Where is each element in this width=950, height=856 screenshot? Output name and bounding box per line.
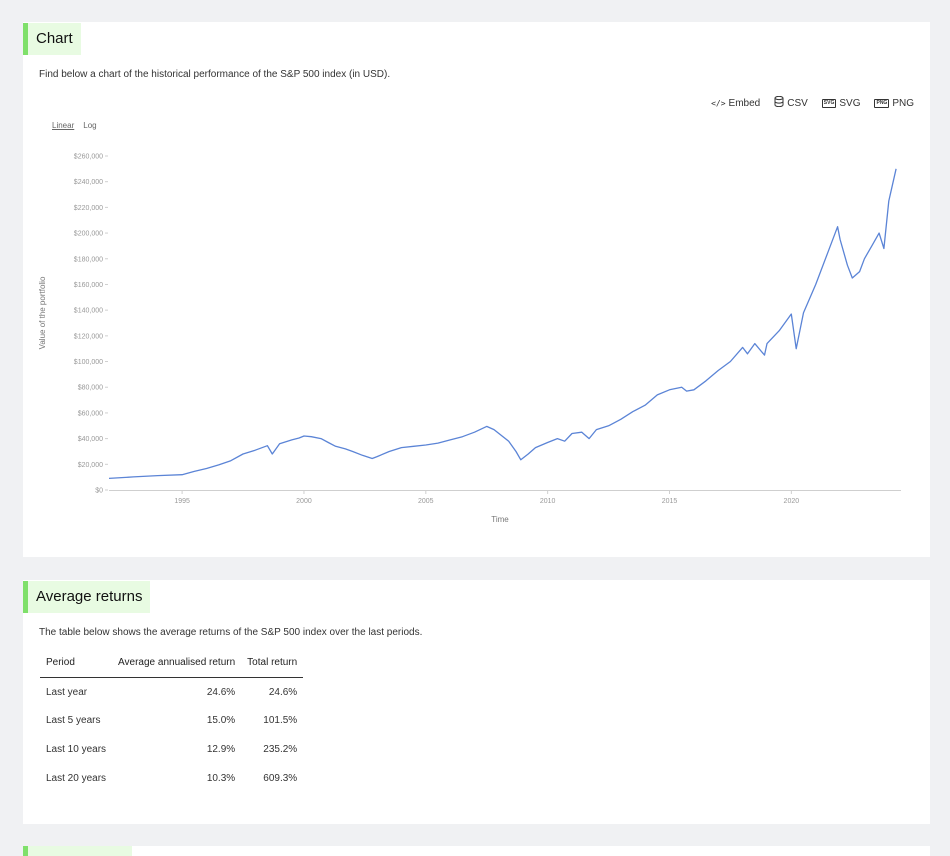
total-cell: 235.2% (263, 744, 298, 755)
y-tick-label: $60,000 (78, 410, 103, 417)
y-tick-label: $240,000 (74, 179, 103, 186)
table-row: Last 5 years 15.0% 101.5% (40, 706, 303, 735)
column-header-annualised: Average annualised return (112, 652, 242, 678)
svg-file-icon: SVG (821, 98, 837, 108)
chart-toolbar: </> Embed CSV SVG SVG PNG PNG (711, 95, 914, 110)
y-tick-label: $140,000 (74, 308, 103, 315)
svg-button[interactable]: SVG SVG (821, 96, 861, 110)
period-cell: Last 10 years (46, 744, 107, 755)
y-axis-title: Value of the portfolio (38, 276, 47, 349)
y-tick-label: $20,000 (78, 462, 103, 469)
chart-section-title: Chart (23, 23, 81, 55)
returns-section-title: Average returns (23, 581, 151, 613)
y-tick-label: $80,000 (78, 385, 103, 392)
y-tick-label: $0 (95, 488, 103, 495)
period-cell: Last 20 years (46, 773, 107, 784)
x-tick-label: 1995 (174, 498, 190, 505)
embed-label: Embed (728, 97, 761, 109)
chart-card: Chart Find below a chart of the historic… (23, 22, 930, 557)
line-chart: $0 $20,000 $40,000 $60,000 $80,000 $100,000 $1… (38, 154, 901, 524)
x-axis-title: Time (491, 515, 509, 524)
x-tick-label: 2000 (296, 498, 312, 505)
annualised-cell: 15.0% (206, 715, 236, 726)
png-label: PNG (892, 97, 914, 109)
total-cell: 609.3% (263, 773, 298, 784)
y-tick-label: $180,000 (74, 256, 103, 263)
total-cell: 24.6% (268, 686, 298, 698)
y-tick-label: $220,000 (74, 205, 103, 212)
total-cell: 101.5% (263, 715, 298, 726)
csv-label: CSV (787, 97, 808, 109)
chart-description: Find below a chart of the historical per… (39, 69, 391, 80)
table-row: Last 20 years 10.3% 609.3% (40, 764, 303, 793)
returns-description: The table below shows the average return… (39, 627, 423, 638)
csv-button[interactable]: CSV (774, 95, 808, 110)
svg-label: SVG (839, 97, 861, 109)
x-tick-label: 2015 (662, 498, 678, 505)
y-tick-label: $40,000 (78, 436, 103, 443)
embed-button[interactable]: </> Embed (711, 96, 760, 110)
x-tick-label: 2010 (540, 498, 556, 505)
x-tick-label: 2005 (418, 498, 434, 505)
y-tick-label: $260,000 (74, 154, 103, 161)
returns-table: Period Average annualised return Total r… (40, 652, 304, 793)
scale-log-option[interactable]: Log (83, 121, 97, 130)
table-header-row: Period Average annualised return Total r… (40, 652, 304, 678)
y-tick-label: $200,000 (74, 231, 103, 238)
annualised-cell: 24.6% (206, 686, 236, 698)
annualised-cell: 12.9% (206, 744, 236, 755)
code-icon: </> (711, 98, 726, 108)
x-tick-label: 2020 (784, 498, 800, 505)
scale-linear-option[interactable]: Linear (52, 121, 75, 130)
column-header-total: Total return (241, 652, 304, 678)
period-cell: Last year (46, 686, 88, 698)
y-tick-label: $120,000 (74, 333, 103, 340)
annualised-cell: 10.3% (206, 773, 236, 784)
database-icon (774, 95, 784, 110)
table-row: Last year 24.6% 24.6% (40, 678, 303, 707)
png-file-icon: PNG (874, 98, 890, 108)
series-line (108, 168, 897, 480)
table-row: Last 10 years 12.9% 235.2% (40, 735, 303, 764)
next-section-card (23, 846, 930, 856)
scale-toggle: Linear Log (52, 121, 97, 130)
period-cell: Last 5 years (46, 715, 101, 726)
returns-card: Average returns The table below shows th… (23, 580, 930, 824)
y-tick-label: $160,000 (74, 282, 103, 289)
png-button[interactable]: PNG PNG (874, 96, 914, 110)
column-header-period: Period (40, 652, 113, 678)
y-tick-label: $100,000 (74, 359, 103, 366)
next-section-title (23, 846, 132, 856)
